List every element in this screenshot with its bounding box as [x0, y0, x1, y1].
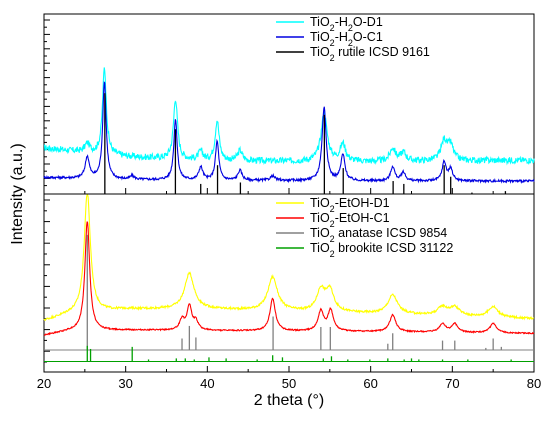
legend-label: TiO2 rutile ICSD 9161 [310, 45, 430, 63]
x-tick-label: 40 [200, 376, 214, 391]
x-tick-labels: 20 30 40 50 60 70 80 [37, 376, 541, 391]
series-line [43, 81, 535, 184]
axis-ticks [43, 19, 535, 372]
y-axis-label: Intensity (a.u.) [9, 143, 26, 244]
x-tick-label: 70 [445, 376, 459, 391]
x-axis-label: 2 theta (°) [254, 392, 324, 409]
legend-label: TiO2 anatase ICSD 9854 [310, 226, 447, 244]
legend-label: TiO2-EtOH-C1 [310, 211, 390, 229]
series-line [43, 67, 535, 166]
x-tick-label: 80 [527, 376, 541, 391]
x-tick-label: 60 [363, 376, 377, 391]
x-tick-label: 50 [282, 376, 296, 391]
legend-label: TiO2 brookite ICSD 31122 [310, 241, 453, 259]
top-panel-series [43, 67, 535, 195]
series-line [43, 221, 535, 336]
legend-label: TiO2-EtOH-D1 [310, 196, 390, 214]
legend-label: TiO2-H2O-D1 [310, 15, 383, 33]
x-tick-label: 20 [37, 376, 51, 391]
bottom-panel-series [43, 194, 535, 363]
series-line [43, 194, 535, 322]
legend-label: TiO2-H2O-C1 [310, 30, 383, 48]
x-tick-label: 30 [118, 376, 132, 391]
